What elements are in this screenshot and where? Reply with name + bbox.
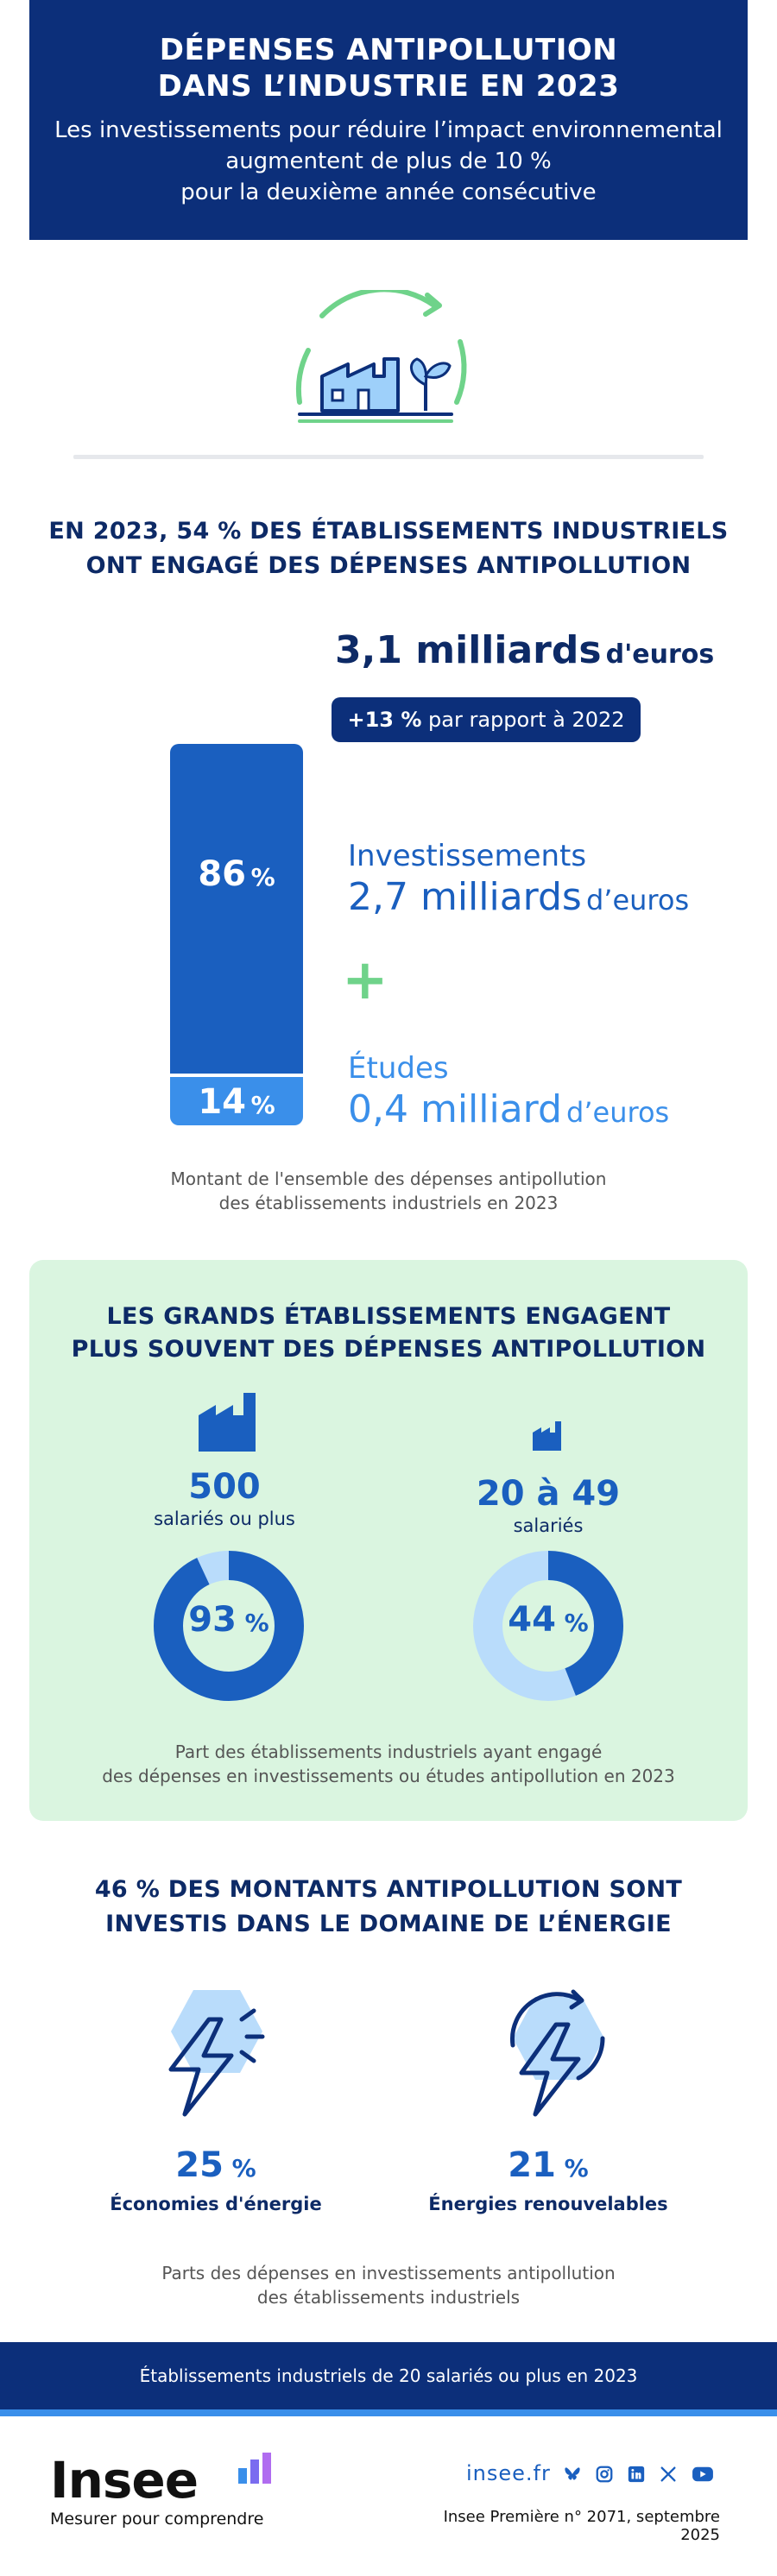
change-text: par rapport à 2022 xyxy=(428,708,625,732)
total-value: 3,1 milliards xyxy=(335,628,602,672)
section3-title-line2: INVESTIS DANS LE DOMAINE DE L’ÉNERGIE xyxy=(105,1911,672,1937)
energy-saving-label: Économies d'énergie xyxy=(110,2194,322,2214)
donut-right-arc xyxy=(473,1551,623,1701)
bar-investissements: 86 % xyxy=(170,744,303,1074)
subtitle-line3: pour la deuxième année consécutive xyxy=(180,180,597,205)
linkedin-icon[interactable] xyxy=(627,2465,646,2484)
renewable-energy-value: 21 % xyxy=(508,2145,589,2185)
bar-etudes: 14 % xyxy=(170,1077,303,1125)
establishment-size-panel xyxy=(29,1260,748,1821)
renewable-energy-label: Énergies renouvelables xyxy=(428,2194,668,2214)
donut-left-value: 93 % xyxy=(188,1600,269,1640)
insee-logo-bars-icon xyxy=(238,2453,271,2484)
section1-title-line2: ONT ENGAGÉ DES DÉPENSES ANTIPOLLUTION xyxy=(85,552,692,579)
factory-recycle-icon xyxy=(295,290,467,423)
bluesky-icon[interactable] xyxy=(563,2465,582,2484)
large-factory-icon xyxy=(199,1393,256,1452)
plus-icon: + xyxy=(342,948,388,1012)
footer-scope-band: Établissements industriels de 20 salarié… xyxy=(0,2342,777,2409)
site-link[interactable]: insee.fr xyxy=(466,2461,551,2485)
section1-caption-line2: des établissements industriels en 2023 xyxy=(218,1193,559,1213)
section1-title-line1: EN 2023, 54 % DES ÉTABLISSEMENTS INDUSTR… xyxy=(48,518,729,545)
small-factory-icon xyxy=(533,1421,561,1451)
footer-accent-line xyxy=(0,2409,777,2416)
page-title-line1: DÉPENSES ANTIPOLLUTION xyxy=(159,33,618,67)
invest-label: Investissements xyxy=(348,839,587,873)
energy-saving-icon xyxy=(168,1990,265,2117)
section3-caption-line2: des établissements industriels xyxy=(256,2287,521,2308)
insee-tagline: Mesurer pour comprendre xyxy=(50,2510,264,2529)
section3-caption-line1: Parts des dépenses en investissements an… xyxy=(161,2263,616,2283)
bar-etudes-label: 14 % xyxy=(198,1082,275,1122)
renewable-energy-icon xyxy=(510,1989,605,2117)
insee-logo: Insee xyxy=(50,2451,199,2510)
section3-title-line1: 46 % DES MONTANTS ANTIPOLLUTION SONT xyxy=(94,1876,683,1903)
bar-invest-label: 86 % xyxy=(198,854,275,894)
donut-left-arc xyxy=(154,1551,304,1701)
instagram-icon[interactable] xyxy=(595,2465,614,2484)
page-title-line2: DANS L’INDUSTRIE EN 2023 xyxy=(157,69,620,104)
donut-small-establishments xyxy=(473,1551,623,1701)
large-size-value: 500 xyxy=(188,1467,261,1507)
section2-caption-line2: des dépenses en investissements ou étude… xyxy=(102,1766,675,1786)
small-size-label: salariés xyxy=(513,1515,584,1536)
section2-title-line2: PLUS SOUVENT DES DÉPENSES ANTIPOLLUTION xyxy=(71,1336,706,1363)
total-amount: 3,1 milliards d'euros xyxy=(335,628,714,672)
youtube-icon[interactable] xyxy=(691,2465,715,2484)
header-banner: DÉPENSES ANTIPOLLUTION DANS L’INDUSTRIE … xyxy=(29,0,748,240)
subtitle-line2: augmentent de plus de 10 % xyxy=(225,148,552,174)
section-divider xyxy=(73,455,704,459)
donut-right-value: 44 % xyxy=(508,1600,589,1640)
section2-caption-line1: Part des établissements industriels ayan… xyxy=(174,1741,603,1762)
etudes-amount: 0,4 milliard d’euros xyxy=(348,1087,670,1131)
total-unit: d'euros xyxy=(605,639,715,670)
x-icon[interactable] xyxy=(659,2465,678,2484)
small-size-value: 20 à 49 xyxy=(476,1474,621,1514)
change-pct: +13 % xyxy=(347,708,422,732)
section2-title-line1: LES GRANDS ÉTABLISSEMENTS ENGAGENT xyxy=(106,1303,671,1330)
donut-large-establishments xyxy=(154,1551,304,1701)
change-badge: +13 % par rapport à 2022 xyxy=(332,697,641,742)
publication-reference: Insee Première n° 2071, septembre 2025 xyxy=(443,2508,720,2544)
subtitle-line1: Les investissements pour réduire l’impac… xyxy=(54,117,723,143)
large-size-label: salariés ou plus xyxy=(154,1508,295,1529)
energy-saving-value: 25 % xyxy=(175,2145,256,2185)
section1-caption-line1: Montant de l'ensemble des dépenses antip… xyxy=(170,1168,607,1189)
etudes-label: Études xyxy=(348,1051,449,1086)
invest-amount: 2,7 milliards d’euros xyxy=(348,875,690,919)
